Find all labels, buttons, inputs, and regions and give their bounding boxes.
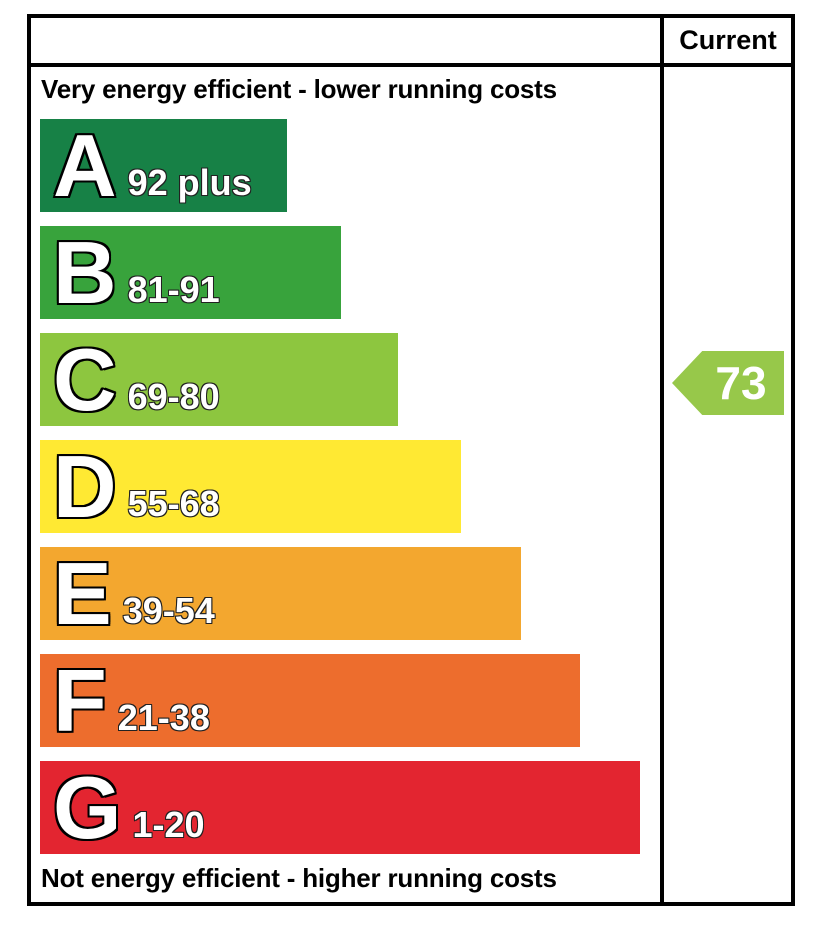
band-range: 69-80	[127, 375, 221, 418]
current-column-header: Current	[679, 25, 777, 55]
band-row-a: A 92 plus	[40, 119, 287, 212]
band-range: 55-68	[127, 482, 221, 525]
bottom-caption: Not energy efficient - higher running co…	[41, 863, 557, 893]
band-row-e: E 39-54	[40, 547, 521, 640]
band-range: 92 plus	[127, 161, 253, 204]
band-letter: E	[51, 543, 113, 643]
band-row-b: B 81-91	[40, 226, 341, 319]
band-letter: A	[51, 115, 118, 215]
current-rating-value: 73	[715, 357, 767, 409]
band-range: 81-91	[127, 268, 221, 311]
header-divider-line	[27, 63, 795, 67]
top-caption: Very energy efficient - lower running co…	[41, 74, 557, 104]
table-border	[27, 14, 795, 906]
band-row-d: D 55-68	[40, 440, 461, 533]
band-row-f: F 21-38	[40, 654, 580, 747]
band-letter: D	[51, 436, 118, 536]
band-letter: F	[51, 650, 108, 750]
band-row-g: G 1-20	[40, 761, 640, 854]
band-range: 21-38	[117, 696, 211, 739]
band-range: 1-20	[132, 803, 206, 846]
band-letter: B	[51, 222, 118, 322]
band-range: 39-54	[122, 589, 216, 632]
current-column-divider	[660, 14, 664, 906]
band-letter: G	[51, 757, 123, 857]
band-letter: C	[51, 329, 118, 429]
band-row-c: C 69-80	[40, 333, 398, 426]
